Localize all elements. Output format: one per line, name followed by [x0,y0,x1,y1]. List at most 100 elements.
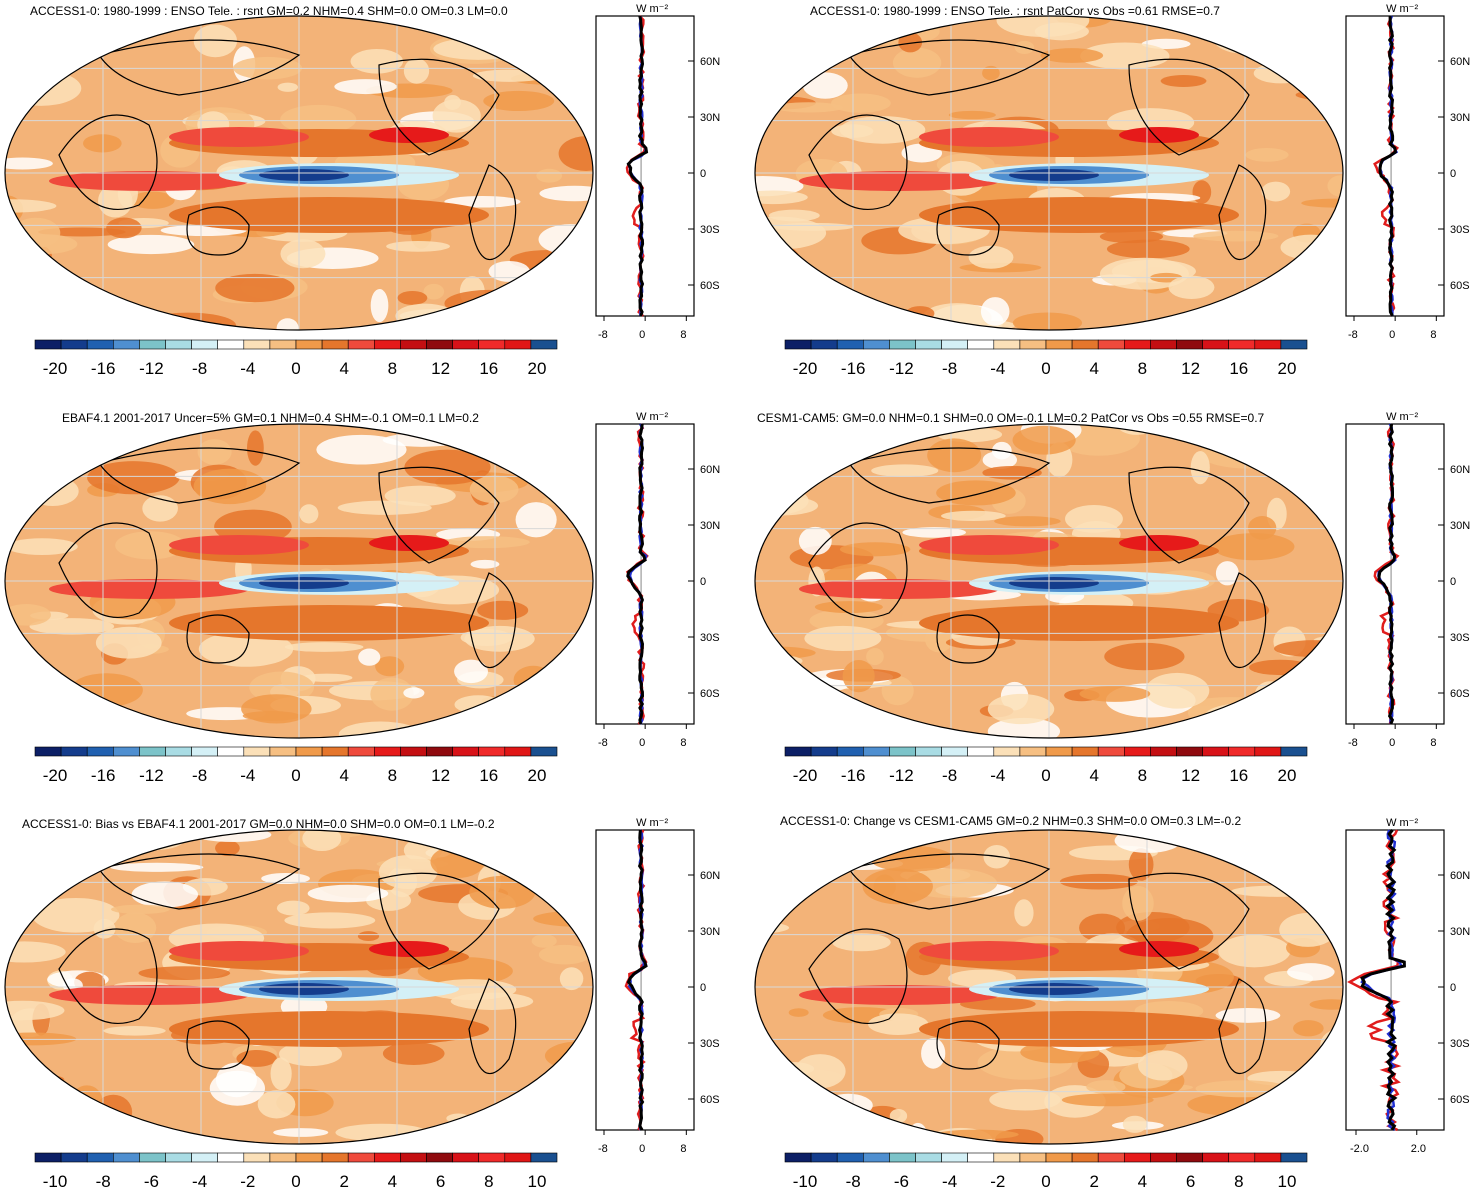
colorbar-label: -20 [793,766,818,785]
field-patch [140,312,237,330]
field-patch [1240,724,1264,733]
field-patch [921,1037,946,1069]
colorbar-swatch [60,1152,88,1163]
colorbar-swatch [400,1152,427,1163]
zonal-profile: W m⁻² 60N 30N 0 30S 60S -2.0 2.0 [1345,817,1470,1155]
colorbar-label: 20 [1278,359,1297,378]
field-patch [755,289,808,305]
field-patch [481,694,564,707]
colorbar-swatch [915,746,942,757]
field-patch [871,464,939,478]
coastline [58,522,158,618]
world-map [5,424,593,738]
field-patch [809,609,884,633]
colorbar: -20 -16 -12 -8 -4 0 4 8 12 16 20 [34,339,558,378]
colorbar-swatch [1176,1152,1203,1163]
field-patch [1138,1050,1188,1081]
colorbar-swatch [1228,339,1256,350]
colorbar-label: 4 [339,766,348,785]
colorbar-label: 4 [388,1172,397,1187]
coastline [378,58,500,156]
field-patch [794,1054,846,1089]
colorbar-swatch [1097,746,1125,757]
field-patch [919,127,1059,147]
x-tick-label: -8 [598,329,608,341]
colorbar-swatch [504,1152,532,1163]
colorbar-swatch [86,339,114,350]
lat-tick-label: 60S [1450,1094,1470,1106]
field-patch [1116,911,1190,944]
lat-tick-label: 0 [1450,576,1456,588]
colorbar-swatch [941,339,968,350]
field-patch [536,255,593,280]
coastline [1218,978,1267,1074]
colorbar-swatch [1228,746,1256,757]
field-patch [510,441,530,475]
zonal-profile: W m⁻² 60N 30N 0 30S 60S -8 0 8 [595,411,720,749]
coastline [186,614,250,664]
field-patch [755,646,816,660]
field-patch [1248,516,1277,540]
field-patch [538,944,591,965]
colorbar-swatch [862,1152,890,1163]
field-patch [1114,830,1182,853]
field-patch [5,941,66,963]
coastline [936,206,1000,256]
field-patch [259,169,349,181]
colorbar-swatch [862,339,890,350]
map-border [754,15,1344,331]
field-patch [1272,842,1307,878]
field-patch [832,933,891,952]
field-patch [276,900,310,916]
field-patch [87,461,180,495]
profile-frame [1345,15,1445,317]
lat-tick-label: 30S [700,632,720,644]
field-patch [106,217,142,239]
field-patch [142,495,178,522]
field-patch [276,318,299,330]
field-patch [169,605,489,641]
colorbar-swatch [295,1152,323,1163]
colorbar-label: -4 [942,1172,957,1187]
colorbar-swatch [452,1152,480,1163]
colorbar-swatch [1071,339,1099,350]
profile-line-mean [1360,829,1406,1131]
colorbar-label: 10 [528,1172,547,1187]
field-patch [70,673,143,707]
lat-tick-label: 30N [1450,112,1470,124]
field-patch [5,298,25,313]
field-patch [247,430,264,466]
colorbar-swatch [1150,1152,1177,1163]
coastline [58,928,158,1024]
colorbar-swatch [165,1152,192,1163]
colorbar-swatch [1097,339,1125,350]
colorbar-swatch [478,339,506,350]
colorbar-swatch [191,339,219,350]
colorbar-label: 4 [339,359,348,378]
coastline [808,928,908,1024]
field-patch [284,642,364,652]
field-patch [378,854,438,890]
field-patch [982,65,1000,81]
field-patch [1012,425,1076,455]
colorbar-swatch [217,746,245,757]
lat-tick-label: 0 [1450,982,1456,994]
field-patch [5,16,78,33]
field-patch [814,601,883,614]
colorbar-swatch [1124,746,1151,757]
field-patch [259,983,349,995]
colorbar-swatch [60,746,88,757]
field-patch [533,16,560,26]
colorbar-label: -16 [841,359,866,378]
panel-4-graphics: W m⁻² 60N 30N 0 30S 60S -8 0 8 -20 -16 -12 -8 -4 0 4 8 12… [754,411,1470,785]
x-tick-label: -2.0 [1350,1143,1369,1155]
field-patch [1119,535,1199,551]
colorbar-swatch [113,746,140,757]
field-patch [236,1049,277,1067]
field-patch [1289,687,1343,722]
colorbar-label: 10 [1278,1172,1297,1187]
field-patch [490,830,559,835]
map-border [754,829,1344,1145]
field-patch [193,24,238,58]
colorbar-label: -16 [841,766,866,785]
